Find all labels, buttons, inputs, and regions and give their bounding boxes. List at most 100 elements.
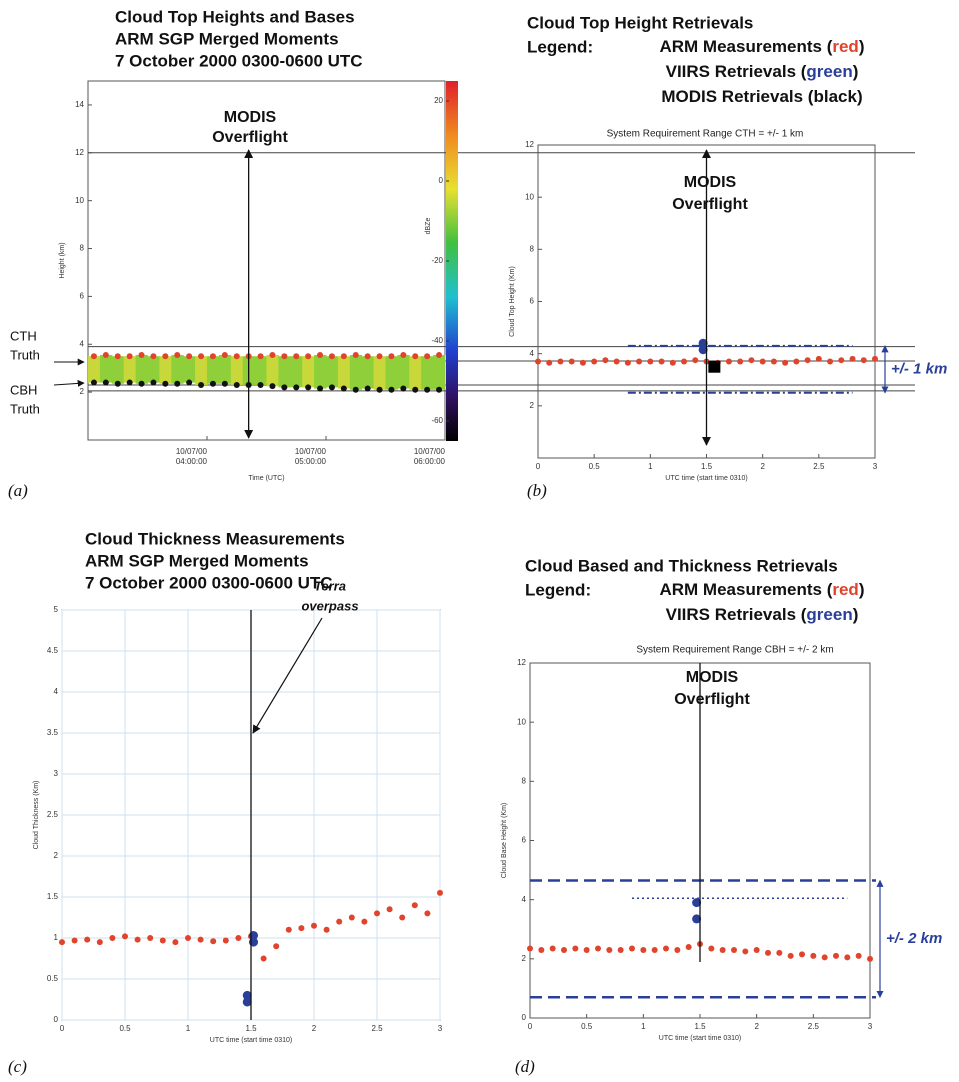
- echo-band: [361, 356, 375, 389]
- point: [317, 352, 324, 359]
- point: [640, 946, 647, 953]
- point: [546, 359, 553, 366]
- point: [90, 379, 97, 386]
- legend-text: VIIRS Retrievals (: [666, 605, 807, 624]
- x-tick-label: 2.5: [371, 1024, 383, 1033]
- point: [651, 946, 658, 953]
- echo-band: [266, 355, 279, 387]
- point: [399, 914, 406, 921]
- point: [59, 939, 65, 946]
- point: [860, 357, 867, 364]
- y-tick-label: 2.5: [47, 810, 59, 819]
- x-tick-label: 05:00:00: [295, 457, 327, 466]
- echo-band: [171, 355, 184, 384]
- overflight-label: MODIS: [224, 109, 277, 126]
- point: [436, 352, 443, 359]
- point: [114, 353, 121, 360]
- y-tick-label: 14: [75, 100, 84, 109]
- y-tick-label: 6: [530, 297, 535, 306]
- y-tick-label: 2: [54, 851, 59, 860]
- point: [838, 357, 845, 364]
- x-tick-label: 2.5: [808, 1022, 820, 1031]
- point: [210, 938, 217, 945]
- legend-text: MODIS Retrievals (: [661, 87, 813, 106]
- point: [109, 935, 116, 941]
- point: [305, 353, 312, 360]
- y-tick-label: 12: [525, 140, 534, 149]
- point: [90, 353, 97, 360]
- y-tick-label: 2: [80, 387, 85, 396]
- echo-band: [159, 356, 172, 384]
- point: [674, 946, 681, 953]
- echo-band: [278, 356, 291, 388]
- echo-band: [409, 356, 422, 390]
- point: [787, 952, 794, 959]
- legend-text: VIIRS Retrievals (: [666, 62, 807, 81]
- echo-band: [123, 356, 137, 383]
- point: [71, 937, 78, 944]
- echo-band: [349, 355, 363, 390]
- point: [172, 939, 179, 946]
- point: [719, 946, 726, 953]
- legend-color-word: black: [813, 87, 857, 106]
- point: [257, 381, 264, 388]
- y-tick-label: 4: [522, 895, 527, 904]
- point: [583, 946, 590, 953]
- point: [833, 952, 839, 959]
- point: [572, 945, 579, 952]
- point: [708, 945, 715, 952]
- x-tick-label: 2: [754, 1022, 759, 1031]
- x-tick-label: 1.5: [701, 462, 713, 471]
- point: [352, 352, 359, 359]
- colorbar-tick-label: 0: [439, 176, 444, 185]
- echo-band: [230, 356, 244, 385]
- y-tick-label: 0: [522, 1013, 527, 1022]
- point: [411, 902, 418, 909]
- point: [827, 358, 834, 365]
- point: [122, 933, 128, 940]
- point: [613, 358, 620, 365]
- y-tick-label: 2: [530, 401, 535, 410]
- point: [340, 385, 347, 392]
- point: [257, 353, 264, 360]
- colorbar-tick-label: 20: [434, 96, 443, 105]
- title: ARM SGP Merged Moments: [85, 551, 309, 570]
- point: [281, 353, 288, 360]
- x-tick-label: 1.5: [694, 1022, 706, 1031]
- x-tick-label: 2: [760, 462, 765, 471]
- title: Cloud Top Heights and Bases: [115, 7, 355, 26]
- point: [821, 954, 828, 961]
- point: [361, 918, 368, 925]
- point: [742, 948, 749, 955]
- point: [692, 914, 702, 924]
- echo-band: [183, 356, 196, 383]
- point: [692, 357, 699, 364]
- point: [412, 386, 419, 393]
- y-tick-label: 2: [522, 954, 527, 963]
- point: [376, 353, 383, 360]
- range-label: +/- 1 km: [891, 360, 947, 377]
- point: [388, 386, 395, 393]
- point: [799, 951, 805, 958]
- point: [186, 353, 193, 360]
- legend-text: ): [859, 37, 865, 56]
- legend-entry: VIIRS Retrievals (green): [666, 62, 859, 81]
- title: Cloud Based and Thickness Retrievals: [525, 556, 838, 575]
- title: Cloud Top Height Retrievals: [527, 13, 753, 32]
- y-tick-label: 5: [54, 605, 59, 614]
- point: [412, 353, 419, 360]
- point: [424, 910, 431, 917]
- point: [138, 352, 145, 359]
- point: [159, 937, 166, 944]
- y-tick-label: 0.5: [47, 974, 59, 983]
- colorbar-tick-label: -60: [431, 416, 443, 425]
- point: [669, 359, 676, 366]
- legend-text: ): [853, 605, 859, 624]
- overflight-label: Overflight: [674, 691, 750, 708]
- point: [298, 925, 305, 932]
- x-tick-label: 1: [648, 462, 653, 471]
- point: [424, 353, 431, 360]
- legend-text: ): [853, 62, 859, 81]
- echo-band: [433, 355, 446, 390]
- point: [285, 926, 292, 933]
